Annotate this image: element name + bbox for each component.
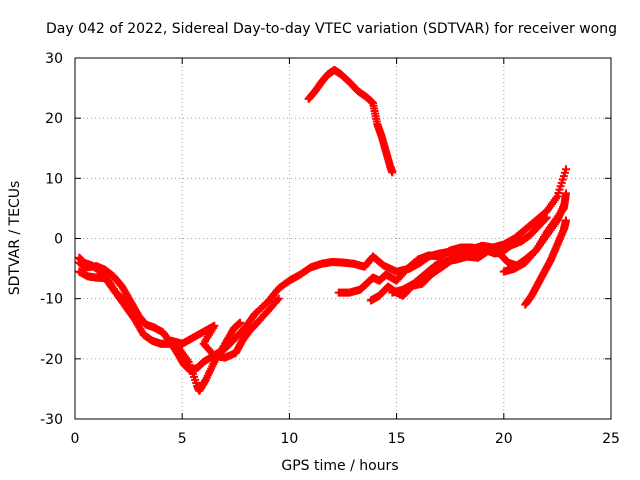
data-points [75,66,570,395]
series-s8 [499,189,570,276]
series-s4 [304,66,397,177]
data-point [274,294,283,303]
data-point [561,189,570,198]
y-tick-label: -10 [40,292,63,308]
x-tick-label: 0 [71,431,80,447]
series-s9 [521,216,570,309]
x-tick-label: 5 [178,431,187,447]
y-tick-label: 20 [45,111,63,127]
y-tick-label: -30 [40,412,63,428]
data-point [236,318,245,327]
y-tick-label: 10 [45,171,63,187]
chart-title: Day 042 of 2022, Sidereal Day-to-day VTE… [46,21,617,37]
series-s11 [75,253,133,309]
data-point [561,216,570,225]
y-axis-label: SDTVAR / TECUs [7,181,23,296]
data-point [561,165,570,174]
series-s3 [167,294,283,362]
data-point [541,214,550,223]
axis-ticks: 0 5 10 15 20 25 -30 -20 -10 0 10 20 30 [40,51,620,447]
x-tick-label: 10 [280,431,298,447]
x-axis-label: GPS time / hours [281,458,398,474]
data-point [273,296,282,305]
x-tick-label: 15 [388,431,406,447]
y-tick-label: 0 [54,232,63,248]
data-point [388,168,397,177]
series-s10 [409,213,551,290]
x-tick-label: 20 [495,431,513,447]
data-point [124,300,133,309]
y-tick-label: -20 [40,352,63,368]
data-point [542,213,551,222]
plot-grid [75,58,611,419]
y-tick-label: 30 [45,51,63,67]
series-s1 [75,165,570,375]
x-tick-label: 25 [602,431,620,447]
